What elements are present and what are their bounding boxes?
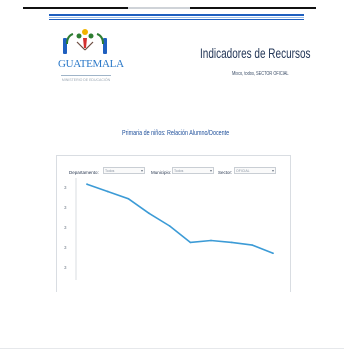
departamento-value: Todos	[105, 169, 115, 173]
data-point	[251, 244, 254, 246]
chart-panel	[56, 155, 291, 292]
sector-select[interactable]: OFICIAL ▾	[234, 167, 276, 174]
filter-label-sector: Sector:	[218, 170, 233, 175]
data-point	[106, 190, 109, 193]
series-line	[86, 183, 274, 255]
chevron-down-icon: ▾	[271, 168, 274, 173]
data-point	[86, 183, 88, 186]
data-point	[148, 212, 150, 215]
page-subtitle: Mixco, todos, SECTOR OFICIAL	[232, 71, 289, 77]
chart-title: Primaria de niños: Relación Alumno/Docen…	[122, 128, 230, 137]
municipio-value: Todos	[174, 169, 184, 173]
chevron-down-icon: ▾	[140, 168, 143, 173]
header-band-light	[49, 17, 304, 18]
y-tick-label: 3	[64, 185, 67, 190]
y-tick-label: 3	[64, 265, 67, 270]
filter-label-municipio: Municipio:	[151, 170, 172, 175]
municipio-select[interactable]: Todos ▾	[172, 167, 214, 174]
y-tick-label: 3	[64, 245, 67, 250]
filter-label-departamento: Departamento:	[69, 170, 99, 175]
y-tick-label: 3	[64, 205, 67, 210]
page-title: Indicadores de Recursos	[200, 46, 311, 61]
departamento-select[interactable]: Todos ▾	[103, 167, 145, 174]
data-point	[168, 225, 171, 227]
guatemala-emblem-icon	[63, 29, 107, 54]
sector-value: OFICIAL	[236, 169, 250, 173]
top-border-highlight	[128, 7, 190, 9]
logo-text: GUATEMALA	[58, 58, 124, 70]
data-point	[127, 197, 130, 200]
chevron-down-icon: ▾	[209, 168, 212, 173]
data-point	[210, 239, 212, 242]
data-point	[230, 241, 233, 244]
line-chart: 3 3 3 3 3	[64, 178, 274, 280]
y-tick-label: 3	[64, 225, 67, 230]
header-band	[49, 14, 304, 16]
data-point	[189, 241, 192, 244]
data-point	[272, 252, 274, 255]
page-bottom-line	[0, 348, 344, 349]
header-band-lower	[49, 19, 304, 20]
logo-subtext: MINISTERIO DE EDUCACIÓN	[61, 78, 111, 82]
logo-divider	[61, 75, 111, 76]
